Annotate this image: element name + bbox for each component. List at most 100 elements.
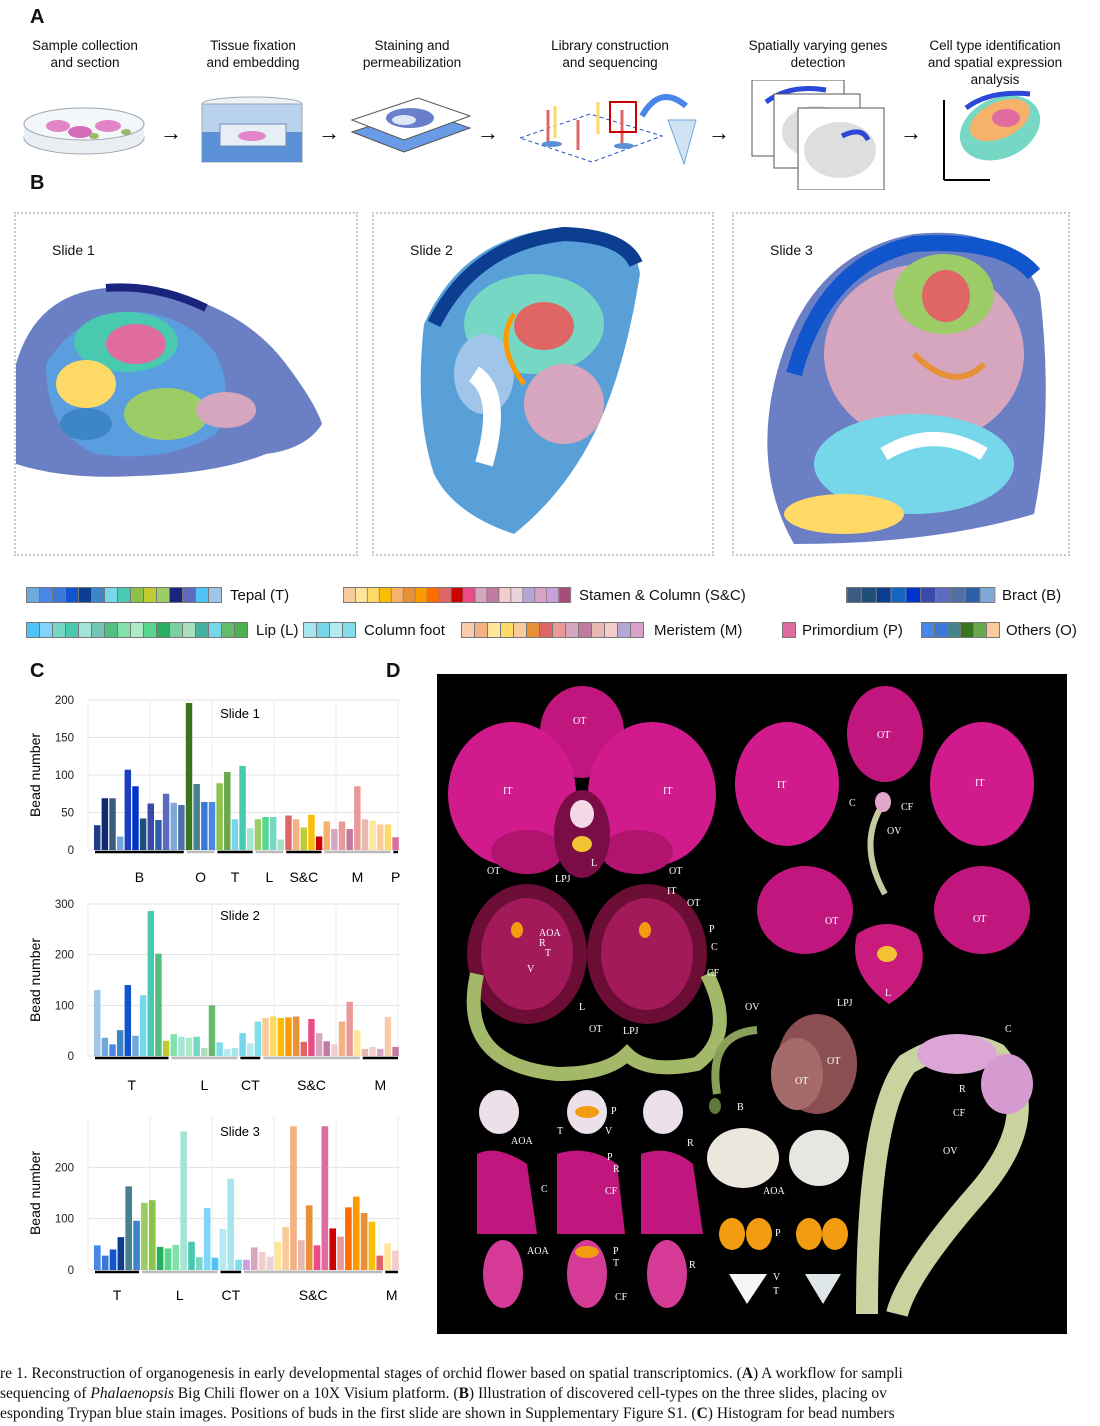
label-ov-2: OV <box>745 1002 760 1013</box>
legend-swatch <box>427 588 440 602</box>
label-p-1: P <box>709 924 715 935</box>
legend-swatch <box>980 588 995 602</box>
bar <box>201 802 208 850</box>
slide-2-tissue <box>420 226 643 534</box>
arrow-3: → <box>477 120 499 145</box>
legend-meristem-swatches <box>461 622 644 638</box>
group-label: O <box>195 869 206 885</box>
step-label-4-line1: Library construction <box>551 38 669 53</box>
column-ovary-photo <box>856 1034 1033 1318</box>
bar <box>321 1126 329 1270</box>
y-tick-label: 100 <box>55 770 74 782</box>
bar <box>101 798 109 850</box>
y-tick-label: 0 <box>68 1265 74 1277</box>
bar <box>277 839 285 850</box>
label-ot-10: OT <box>795 1076 809 1087</box>
legend-swatch <box>379 588 392 602</box>
bar <box>208 1005 216 1056</box>
legend-swatch <box>209 623 222 637</box>
step-label-3: Staining and permeabilization <box>342 37 482 71</box>
bar <box>164 1248 172 1270</box>
label-c-4: C <box>541 1184 548 1195</box>
slide-3-tissue <box>767 232 1046 544</box>
legend-swatch <box>40 588 53 602</box>
bar <box>377 824 384 850</box>
slide-1-tissue <box>16 283 322 477</box>
bar <box>290 1126 297 1270</box>
stacked-slides-icon <box>751 80 885 190</box>
bar <box>124 769 132 850</box>
legend-swatch <box>355 588 368 602</box>
legend-swatch <box>196 588 209 602</box>
legend-swatch <box>209 588 221 602</box>
legend-swatch <box>451 588 464 602</box>
label-it-5: IT <box>667 886 677 897</box>
caption-line-2-e: ) Illustration of discovered cell-types … <box>468 1385 887 1402</box>
bar <box>354 1030 361 1056</box>
legend-stamen-column-swatches <box>343 587 572 603</box>
legend-swatch <box>592 623 605 637</box>
bar <box>132 786 139 850</box>
legend-swatch <box>183 623 196 637</box>
label-lpj-3: LPJ <box>623 1026 639 1037</box>
chart-title: Slide 3 <box>220 1124 260 1139</box>
bar <box>258 1252 266 1270</box>
bar <box>235 1259 242 1270</box>
bar <box>239 766 246 850</box>
bar <box>305 1205 313 1270</box>
bar <box>274 1241 282 1270</box>
bar <box>155 820 162 850</box>
bar <box>247 1043 254 1056</box>
legend-swatch <box>861 588 877 602</box>
bar <box>338 821 346 850</box>
legend-tepal-swatches <box>26 587 222 603</box>
bar <box>224 772 231 850</box>
bar <box>285 815 292 850</box>
legend-swatch <box>131 623 144 637</box>
orchid-photos <box>448 686 1034 1318</box>
legend-swatch <box>53 623 66 637</box>
caption-line-2-d: B <box>458 1385 469 1402</box>
y-tick-label: 200 <box>55 1162 74 1174</box>
bar <box>178 1036 185 1056</box>
bar <box>338 1021 346 1056</box>
staining-slides-icon <box>350 97 472 153</box>
group-label: S&C <box>289 869 318 885</box>
label-ot-2: OT <box>487 866 501 877</box>
bar <box>369 820 376 850</box>
bar <box>254 1021 262 1056</box>
bar <box>109 1249 117 1270</box>
legend-swatch <box>105 623 118 637</box>
legend-swatch <box>579 623 592 637</box>
legend-swatch <box>488 623 501 637</box>
legend-primordium-swatches <box>782 622 796 638</box>
legend-others-label: Others (O) <box>1006 621 1077 639</box>
label-c-1: C <box>849 798 856 809</box>
bar <box>231 819 239 850</box>
bar <box>109 798 116 850</box>
bar <box>269 817 277 850</box>
step-label-6: Cell type identification and spatial exp… <box>915 37 1075 88</box>
legend-meristem: Meristem (M) <box>461 622 742 639</box>
slide-1-panel: Slide 1 <box>14 212 358 556</box>
legend-swatch <box>131 588 144 602</box>
bar <box>94 825 101 850</box>
y-tick-label: 50 <box>61 808 74 820</box>
legend-swatch <box>463 588 476 602</box>
legend-swatch <box>605 623 618 637</box>
legend-swatch <box>53 588 66 602</box>
group-label: L <box>266 869 274 885</box>
bar <box>147 803 154 850</box>
library-construction-icon <box>518 94 697 166</box>
bar <box>323 821 330 850</box>
label-c-3: C <box>1005 1024 1012 1035</box>
step-label-1: Sample collection and section <box>15 37 155 71</box>
caption-line-3: esponding Trypan blue stain images. Posi… <box>0 1404 1100 1424</box>
label-r-4: R <box>613 1164 620 1175</box>
group-label: S&C <box>297 1077 326 1093</box>
embedding-mold-icon <box>201 96 303 163</box>
bar <box>384 1016 392 1056</box>
bar <box>185 703 193 850</box>
label-b-1: B <box>737 1102 744 1113</box>
bar <box>116 836 124 850</box>
